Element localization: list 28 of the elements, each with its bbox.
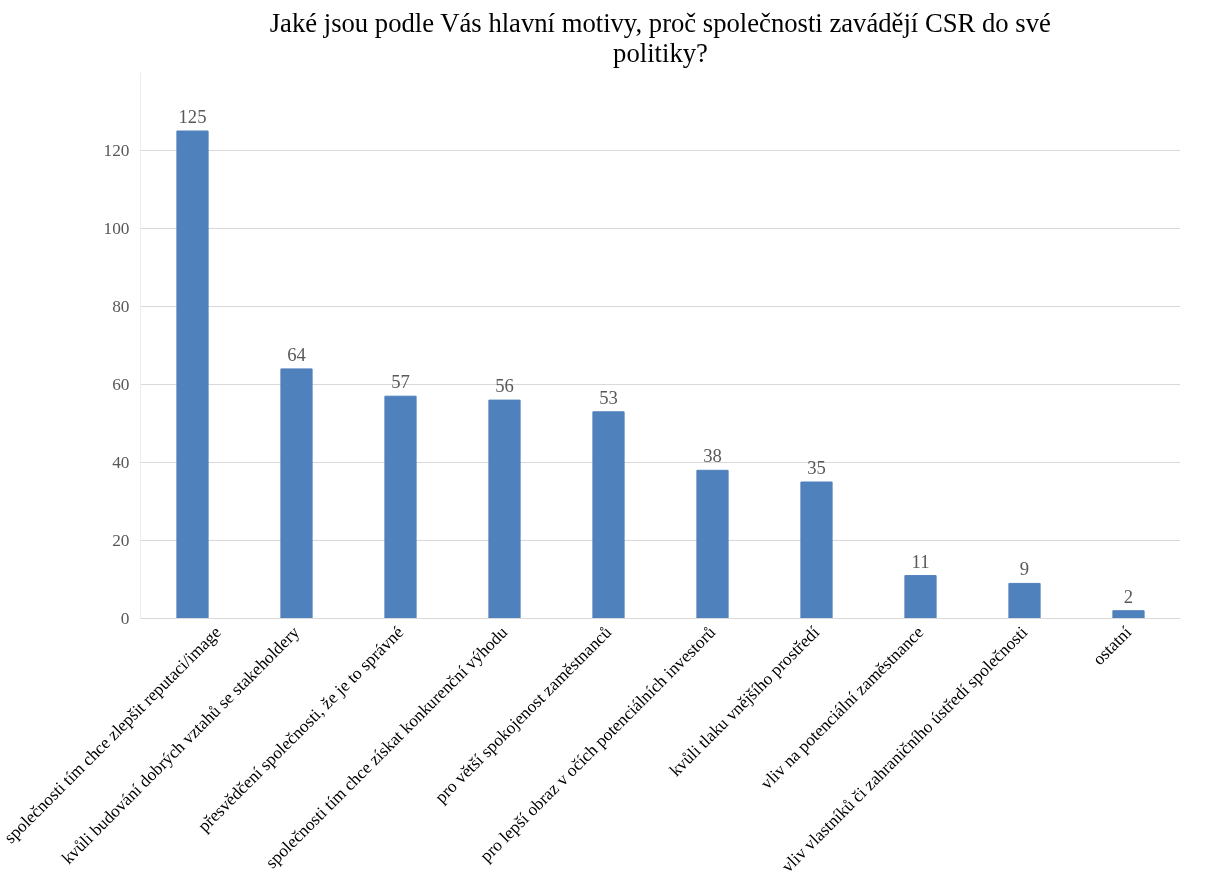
y-tick-label: 20 xyxy=(112,531,130,550)
data-label: 56 xyxy=(495,375,514,397)
bar xyxy=(592,411,625,619)
data-label: 125 xyxy=(178,106,207,127)
chart-title: Jaké jsou podle Vás hlavní motivy, proč společnosti zavádějí CSR do své politiky? xyxy=(269,7,1051,68)
bar xyxy=(488,399,521,619)
y-tick-label: 100 xyxy=(103,219,130,238)
bar xyxy=(280,368,313,619)
bar xyxy=(1008,582,1041,619)
y-tick-label: 40 xyxy=(112,453,130,472)
y-tick-label: 80 xyxy=(112,297,130,316)
bar xyxy=(800,481,833,619)
data-label: 53 xyxy=(599,386,618,408)
bar xyxy=(384,395,417,619)
data-label: 64 xyxy=(287,343,307,365)
bar xyxy=(1112,610,1145,619)
bar xyxy=(176,130,209,619)
y-tick-label: 0 xyxy=(120,609,130,628)
data-label: 11 xyxy=(911,550,930,572)
y-tick-label: 120 xyxy=(103,141,130,160)
data-label: 2 xyxy=(1123,585,1134,607)
bar xyxy=(696,469,729,619)
data-label: 9 xyxy=(1019,558,1030,580)
data-label: 35 xyxy=(807,457,826,478)
bar xyxy=(904,575,937,619)
data-label: 38 xyxy=(703,445,722,467)
y-tick-label: 60 xyxy=(112,375,130,394)
data-label: 57 xyxy=(391,371,410,393)
